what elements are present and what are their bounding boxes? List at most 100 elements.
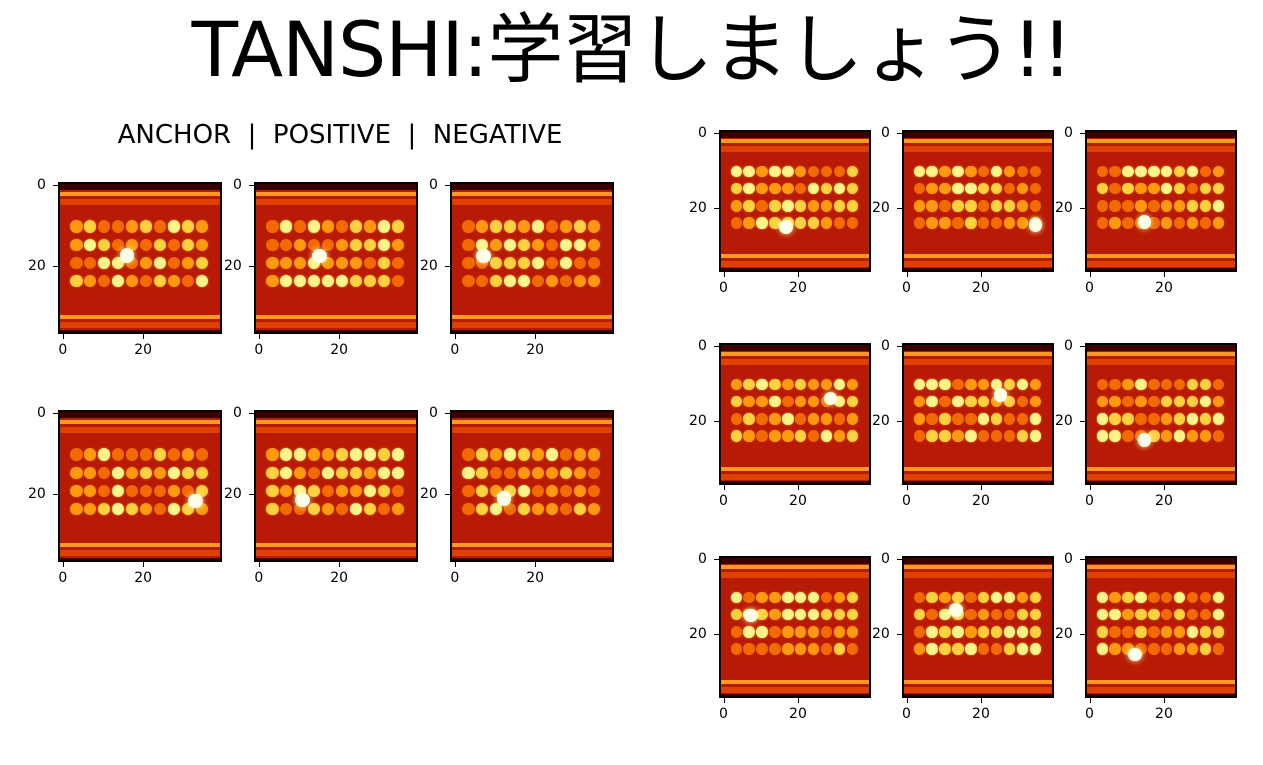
heatmap-cell — [1174, 592, 1186, 604]
heatmap-cell — [153, 448, 167, 461]
heatmap-cell — [1135, 413, 1147, 425]
heatmap-cell — [1135, 643, 1147, 655]
heatmap-cell — [545, 484, 559, 498]
y-tick-label: 0 — [881, 337, 890, 354]
heatmap-cell — [965, 430, 977, 442]
heatmap-cell — [181, 466, 195, 479]
heatmap-cell — [808, 200, 820, 212]
heatmap-cell — [139, 220, 153, 233]
heatmap-cell — [846, 166, 859, 178]
heatmap-cell — [518, 238, 531, 251]
heatmap-cell — [294, 466, 307, 479]
heatmap-cell — [1003, 413, 1016, 425]
heatmap-cell — [335, 220, 349, 233]
heatmap-cell — [280, 484, 293, 498]
heatmap-band — [452, 199, 612, 206]
heatmap-cell — [559, 275, 573, 288]
heatmap-band — [1087, 139, 1235, 144]
heatmap-cell — [991, 217, 1003, 229]
heatmap-cell — [1096, 379, 1108, 391]
y-tick-mark — [714, 345, 719, 347]
heatmap-cell — [559, 220, 573, 233]
heatmap-cell — [545, 466, 559, 479]
heatmap-cell — [756, 626, 768, 638]
heatmap-cell — [1122, 396, 1134, 408]
heatmap-cell — [1186, 396, 1199, 408]
heatmap-band — [60, 427, 220, 434]
heatmap-cell — [782, 643, 794, 655]
heatmap-cell — [913, 200, 925, 212]
heatmap-cell — [1199, 592, 1212, 604]
heatmap-cell — [769, 643, 781, 655]
heatmap-cell — [84, 238, 97, 251]
y-tick-mark — [714, 208, 719, 210]
y-tick-mark — [714, 421, 719, 423]
heatmap-cell — [1174, 183, 1186, 195]
heatmap-cell — [808, 413, 820, 425]
heatmap-cell — [266, 448, 279, 461]
heatmap-band — [1087, 359, 1235, 365]
heatmap-cell — [769, 396, 781, 408]
heatmap-band — [1087, 680, 1235, 685]
y-tick-mark — [1080, 345, 1085, 347]
heatmap-cell — [913, 217, 925, 229]
heatmap-cell — [363, 484, 377, 498]
heatmap-cell — [266, 466, 279, 479]
y-tick-label: 20 — [420, 257, 438, 274]
heatmap-cell — [795, 183, 807, 195]
heatmap-image — [58, 182, 222, 334]
heatmap-cell — [991, 166, 1003, 178]
heatmap-cell — [833, 626, 846, 638]
heatmap-band — [60, 542, 220, 548]
heatmap-cell — [743, 413, 755, 425]
heatmap-band — [60, 557, 220, 560]
heatmap-band — [1087, 146, 1235, 152]
heatmap-cell — [126, 503, 139, 516]
heatmap-cell — [743, 166, 755, 178]
heatmap-cell — [846, 413, 859, 425]
x-tick-label: 0 — [902, 280, 911, 296]
heatmap-cell — [1161, 592, 1173, 604]
heatmap-cell — [913, 626, 925, 638]
heatmap-cell — [98, 238, 111, 251]
heatmap-cell — [112, 448, 125, 461]
column-header: ANCHOR | POSITIVE | NEGATIVE — [117, 120, 563, 150]
heatmap-band — [721, 146, 869, 152]
heatmap-cell — [1003, 592, 1016, 604]
heatmap-cell — [587, 256, 600, 270]
heatmap-hotspot — [1028, 218, 1043, 232]
x-tick-mark — [906, 698, 908, 703]
heatmap-cell — [153, 220, 167, 233]
heatmap-cell — [926, 200, 938, 212]
x-tick-label: 20 — [789, 706, 807, 722]
heatmap-cell — [939, 396, 951, 408]
heatmap-cell — [573, 256, 587, 270]
heatmap-cell — [1199, 379, 1212, 391]
y-tick-label: 20 — [1055, 626, 1073, 643]
heatmap-cell — [391, 256, 404, 270]
heatmap-band — [256, 419, 416, 425]
heatmap-cell — [1174, 166, 1186, 178]
heatmap-cell — [846, 379, 859, 391]
heatmap-cell — [1212, 643, 1225, 655]
heatmap-cell — [70, 503, 83, 516]
heatmap-cell — [504, 238, 517, 251]
heatmap-band — [904, 680, 1052, 685]
x-tick-label: 20 — [972, 280, 990, 296]
x-tick-label: 20 — [972, 706, 990, 722]
heatmap-cell — [1199, 166, 1212, 178]
heatmap-cell — [1109, 413, 1121, 425]
heatmap-cell — [349, 466, 363, 479]
heatmap-cell — [769, 166, 781, 178]
x-tick-label: 0 — [902, 706, 911, 722]
heatmap-cell — [1212, 379, 1225, 391]
heatmap-band — [452, 184, 612, 191]
heatmap-cell — [1174, 413, 1186, 425]
heatmap-cell — [991, 413, 1003, 425]
heatmap-cell — [504, 256, 517, 270]
heatmap-cell — [820, 609, 833, 621]
heatmap-cell — [743, 592, 755, 604]
heatmap-band — [904, 254, 1052, 259]
heatmap-band — [60, 329, 220, 332]
heatmap-cell — [1174, 200, 1186, 212]
